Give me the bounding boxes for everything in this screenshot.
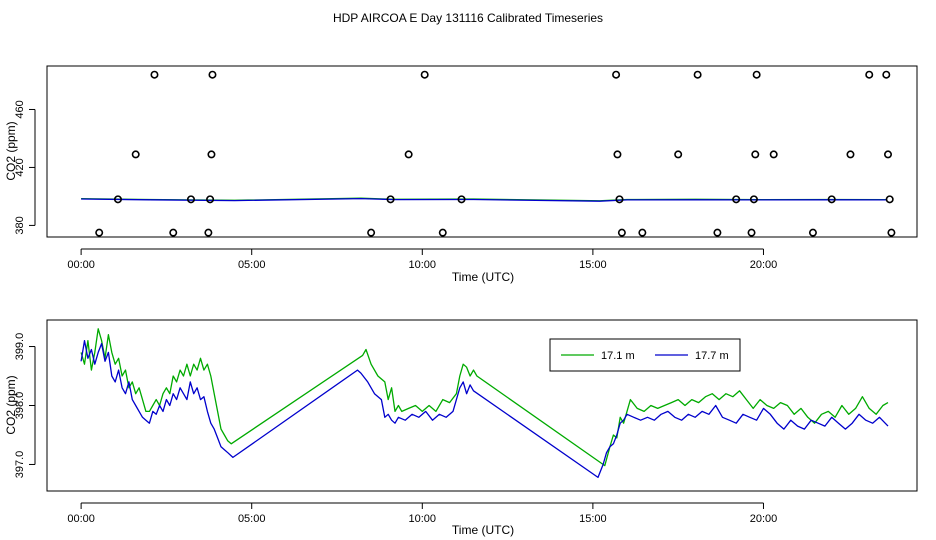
calibration-point bbox=[367, 228, 376, 237]
calibration-x-axis: 00:00 05:00 10:00 15:00 20:00 bbox=[67, 248, 778, 271]
calibration-point bbox=[846, 150, 855, 159]
co2-series bbox=[80, 328, 889, 479]
co2-x-axis-label: Time (UTC) bbox=[452, 523, 514, 537]
calibration-point bbox=[131, 150, 140, 159]
calibration-y-tick-label: 420 bbox=[14, 158, 26, 176]
calibration-point bbox=[615, 195, 624, 204]
co2-series-line-17-1-m bbox=[80, 328, 889, 467]
calibration-x-tick-label: 05:00 bbox=[238, 259, 266, 271]
calibration-point bbox=[206, 195, 215, 204]
calibration-point bbox=[613, 150, 622, 159]
co2-x-tick-label: 10:00 bbox=[409, 513, 437, 525]
calibration-panel-frame bbox=[46, 65, 918, 238]
co2-x-tick-label: 15:00 bbox=[579, 513, 607, 525]
calibration-points bbox=[95, 70, 896, 237]
calibration-y-tick-label: 380 bbox=[14, 216, 26, 234]
calibration-x-tick-label: 10:00 bbox=[409, 259, 437, 271]
calibration-point bbox=[113, 195, 122, 204]
calibration-x-tick-label: 15:00 bbox=[579, 259, 607, 271]
calibration-point bbox=[95, 228, 104, 237]
legend: 17.1 m 17.7 m bbox=[549, 338, 741, 372]
calibration-point bbox=[674, 150, 683, 159]
calibration-point bbox=[438, 228, 447, 237]
calibration-point bbox=[207, 150, 216, 159]
calibration-point bbox=[749, 195, 758, 204]
calibration-point bbox=[882, 70, 891, 79]
calibration-point bbox=[208, 70, 217, 79]
calibration-x-tick-label: 00:00 bbox=[67, 259, 95, 271]
calibration-point bbox=[885, 195, 894, 204]
co2-y-axis-label: CO2 (ppm) bbox=[4, 375, 18, 434]
legend-label-17-1m: 17.1 m bbox=[601, 350, 635, 362]
calibration-y-axis: 380 420 460 bbox=[14, 100, 36, 235]
co2-x-tick-label: 05:00 bbox=[238, 513, 266, 525]
calibration-point bbox=[751, 150, 760, 159]
co2-y-tick-label: 397.0 bbox=[14, 451, 26, 479]
calibration-point bbox=[420, 70, 429, 79]
calibration-y-tick-label: 460 bbox=[14, 100, 26, 118]
calibration-point bbox=[617, 228, 626, 237]
co2-y-tick-label: 398.0 bbox=[14, 392, 26, 420]
calibration-point bbox=[204, 228, 213, 237]
calibration-point bbox=[169, 228, 178, 237]
co2-x-axis: 00:00 05:00 10:00 15:00 20:00 bbox=[67, 502, 778, 525]
calibration-point bbox=[865, 70, 874, 79]
co2-timeseries-panel: 00:00 05:00 10:00 15:00 20:00 397.0 398.0 399.… bbox=[4, 319, 918, 537]
co2-y-tick-label: 399.0 bbox=[14, 333, 26, 361]
co2-x-tick-label: 00:00 bbox=[67, 513, 95, 525]
calibration-x-tick-label: 20:00 bbox=[750, 259, 778, 271]
co2-series-line-17-7-m bbox=[80, 339, 889, 479]
calibration-series-line-17-7-m bbox=[81, 197, 887, 202]
figure-title: HDP AIRCOA E Day 131116 Calibrated Times… bbox=[333, 11, 603, 25]
calibration-point bbox=[612, 70, 621, 79]
calibration-point bbox=[769, 150, 778, 159]
calibration-point bbox=[827, 195, 836, 204]
calibration-point bbox=[150, 70, 159, 79]
calibration-point bbox=[732, 195, 741, 204]
legend-label-17-7m: 17.7 m bbox=[695, 350, 729, 362]
co2-timeseries-panel-frame bbox=[46, 319, 918, 492]
calibration-x-axis-label: Time (UTC) bbox=[452, 270, 514, 284]
calibration-point bbox=[747, 228, 756, 237]
calibration-point bbox=[808, 228, 817, 237]
calibration-point bbox=[386, 195, 395, 204]
calibration-point bbox=[887, 228, 896, 237]
co2-x-tick-label: 20:00 bbox=[750, 513, 778, 525]
calibration-point bbox=[693, 70, 702, 79]
calibration-series bbox=[81, 197, 887, 202]
calibration-y-axis-label: CO2 (ppm) bbox=[4, 121, 18, 180]
calibration-point bbox=[404, 150, 413, 159]
calibration-point bbox=[883, 150, 892, 159]
calibration-point bbox=[752, 70, 761, 79]
co2-y-axis: 397.0 398.0 399.0 bbox=[14, 333, 36, 479]
calibration-point bbox=[457, 195, 466, 204]
calibration-point bbox=[186, 195, 195, 204]
calibration-panel: 00:00 05:00 10:00 15:00 20:00 380 420 460 Time… bbox=[4, 65, 918, 284]
calibration-point bbox=[638, 228, 647, 237]
calibration-point bbox=[713, 228, 722, 237]
